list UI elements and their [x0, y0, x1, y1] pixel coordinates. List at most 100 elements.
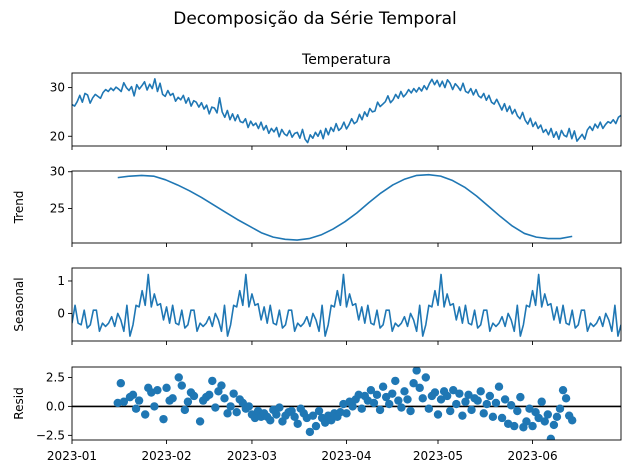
- resid-point: [397, 403, 406, 412]
- resid-point: [266, 416, 275, 425]
- y-tick-label: 2.5: [46, 370, 65, 384]
- panel-2: Trend 25 30: [12, 165, 622, 247]
- resid-point: [153, 385, 162, 395]
- resid-point: [522, 417, 531, 426]
- resid-point: [540, 417, 549, 426]
- resid-point: [494, 382, 504, 391]
- resid-point: [305, 427, 315, 437]
- resid-point: [552, 412, 562, 422]
- resid-point: [150, 402, 159, 411]
- resid-point: [366, 385, 376, 395]
- resid-point: [412, 367, 421, 375]
- panel-title: Temperatura: [301, 52, 391, 68]
- resid-point: [119, 397, 129, 406]
- resid-point: [549, 420, 559, 430]
- resid-point: [500, 395, 510, 404]
- resid-point: [464, 390, 473, 400]
- y-axis-label: Trend: [12, 191, 26, 225]
- resid-point: [467, 405, 476, 415]
- series-line: [117, 173, 573, 241]
- y-tick-label: −2.5: [36, 428, 65, 442]
- resid-point: [375, 405, 385, 415]
- resid-point: [311, 421, 321, 431]
- resid-point: [308, 411, 318, 420]
- panel-1: Temperatura 20 30: [50, 52, 622, 150]
- x-tick-label: 2023-02: [141, 449, 191, 463]
- resid-point: [220, 394, 229, 403]
- resid-point: [461, 397, 470, 406]
- resid-point: [223, 409, 232, 418]
- resid-point: [211, 403, 220, 412]
- resid-point: [400, 387, 409, 396]
- y-tick-label: 30: [50, 81, 65, 95]
- resid-point: [473, 396, 482, 405]
- resid-point: [537, 397, 546, 406]
- resid-point: [189, 391, 199, 401]
- resid-point: [568, 416, 577, 425]
- resid-point: [516, 392, 525, 402]
- resid-point: [381, 392, 391, 402]
- resid-point: [293, 419, 302, 428]
- resid-point: [205, 390, 214, 400]
- resid-point: [449, 385, 458, 395]
- resid-point: [244, 402, 254, 411]
- resid-point: [479, 409, 488, 418]
- resid-point: [507, 401, 516, 410]
- resid-point: [128, 390, 138, 400]
- resid-point: [497, 413, 507, 423]
- resid-point: [561, 394, 571, 403]
- resid-point: [183, 397, 193, 406]
- resid-point: [418, 394, 427, 403]
- resid-point: [546, 434, 556, 440]
- panel-3: Seasonal 0 1: [12, 267, 622, 345]
- resid-point: [342, 409, 351, 418]
- resid-point: [217, 381, 226, 390]
- resid-point: [406, 406, 415, 416]
- series-line: [72, 273, 621, 337]
- y-tick-label: 1: [57, 274, 65, 288]
- resid-point: [177, 381, 186, 390]
- resid-point: [174, 373, 183, 382]
- resid-point: [141, 410, 150, 419]
- x-tick-label: 2023-03: [227, 449, 277, 463]
- resid-point: [455, 389, 464, 398]
- x-tick-label: 2023-01: [47, 449, 97, 463]
- resid-point: [476, 387, 485, 396]
- resid-point: [378, 382, 388, 391]
- resid-point: [433, 410, 443, 419]
- resid-point: [275, 403, 284, 412]
- resid-point: [446, 406, 455, 416]
- resid-point: [272, 410, 281, 419]
- resid-point: [290, 412, 299, 422]
- plot-data: [117, 173, 573, 241]
- resid-point: [534, 413, 543, 423]
- y-tick-label: 25: [50, 201, 65, 215]
- y-axis-label: Seasonal: [12, 277, 26, 331]
- resid-point: [430, 388, 440, 397]
- resid-point: [208, 376, 217, 386]
- resid-point: [168, 394, 177, 403]
- resid-point: [510, 421, 519, 431]
- y-tick-label: 20: [50, 129, 65, 143]
- resid-point: [485, 391, 495, 401]
- resid-point: [394, 396, 403, 405]
- resid-point: [229, 389, 238, 398]
- resid-point: [314, 406, 324, 416]
- resid-point: [391, 376, 400, 386]
- resid-point: [488, 412, 498, 422]
- resid-point: [232, 407, 241, 417]
- resid-point: [372, 390, 382, 400]
- resid-point: [436, 395, 446, 404]
- plot-data: [72, 78, 621, 144]
- resid-point: [159, 414, 168, 424]
- resid-point: [195, 417, 205, 426]
- resid-point: [116, 379, 126, 388]
- resid-point: [513, 406, 522, 416]
- plot-data: [72, 273, 621, 337]
- axes-frame: [71, 72, 622, 147]
- x-tick-label: 2023-05: [413, 449, 463, 463]
- resid-point: [491, 398, 501, 408]
- resid-point: [525, 404, 534, 413]
- resid-point: [134, 396, 144, 405]
